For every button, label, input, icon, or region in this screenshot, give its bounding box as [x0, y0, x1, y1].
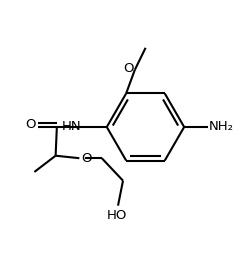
Text: O: O: [81, 152, 92, 165]
Text: HN: HN: [62, 120, 82, 134]
Text: NH₂: NH₂: [208, 120, 233, 134]
Text: O: O: [25, 118, 35, 131]
Text: HO: HO: [106, 209, 126, 222]
Text: O: O: [123, 62, 133, 75]
